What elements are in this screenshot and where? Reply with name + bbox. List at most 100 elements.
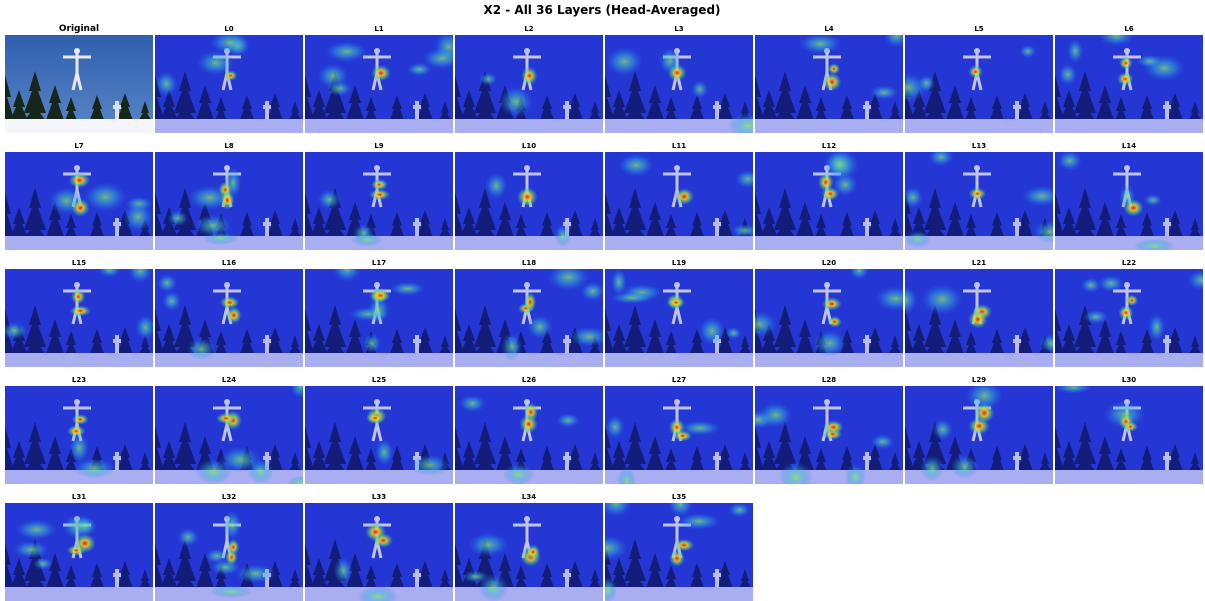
snow bbox=[5, 236, 153, 250]
panel-title: L8 bbox=[224, 142, 233, 150]
panel-title: L24 bbox=[222, 376, 236, 384]
panel: L35 bbox=[586, 490, 753, 601]
hot-spot bbox=[669, 550, 685, 567]
panel: L24 bbox=[155, 374, 311, 489]
panel: L26 bbox=[455, 376, 603, 485]
panel-image bbox=[5, 152, 153, 250]
panel: L32 bbox=[155, 493, 303, 601]
snow bbox=[305, 119, 453, 133]
panel-title: L11 bbox=[672, 142, 686, 150]
hot-spot bbox=[822, 297, 842, 310]
panel-image bbox=[1055, 150, 1203, 254]
panel: L30 bbox=[1054, 376, 1203, 484]
hot-spot bbox=[69, 172, 91, 188]
panel-title: L35 bbox=[672, 493, 686, 501]
hot-spot bbox=[828, 316, 842, 328]
panel-image bbox=[305, 31, 463, 133]
warm-spot bbox=[363, 333, 381, 353]
warm-spot bbox=[849, 261, 869, 280]
panel: L2 bbox=[455, 25, 603, 133]
warm-spot bbox=[618, 153, 654, 177]
panel: L3 bbox=[605, 25, 768, 139]
warm-spot bbox=[74, 516, 97, 535]
panel-title: L23 bbox=[72, 376, 86, 384]
panel-image bbox=[305, 503, 453, 601]
panel: L10 bbox=[455, 142, 603, 250]
warm-spot bbox=[759, 402, 793, 428]
snow bbox=[1055, 236, 1203, 250]
warm-spot bbox=[951, 454, 979, 478]
panel-title: L33 bbox=[372, 493, 386, 501]
panel-image bbox=[305, 386, 453, 484]
warm-spot bbox=[600, 490, 632, 517]
panel-image bbox=[1055, 269, 1205, 367]
hot-spot bbox=[1117, 72, 1133, 86]
figure: X2 - All 36 Layers (Head-Averaged) Origi… bbox=[0, 0, 1205, 601]
panel-image bbox=[905, 380, 1053, 484]
panel-image bbox=[605, 152, 761, 250]
warm-spot bbox=[128, 259, 153, 283]
warm-spot bbox=[503, 463, 535, 485]
warm-spot bbox=[209, 586, 252, 598]
panel-title: L15 bbox=[72, 259, 86, 267]
panel-image bbox=[1055, 25, 1203, 133]
warm-spot bbox=[196, 459, 232, 485]
hot-spot bbox=[371, 288, 391, 302]
panel: L7 bbox=[5, 142, 153, 250]
snow bbox=[755, 470, 903, 484]
warm-spot bbox=[928, 148, 954, 167]
snow bbox=[155, 119, 303, 133]
panel: L25 bbox=[305, 376, 453, 484]
hot-spot bbox=[70, 305, 91, 316]
snow bbox=[1055, 470, 1203, 484]
snow bbox=[455, 119, 603, 133]
warm-spot bbox=[918, 75, 935, 93]
snow bbox=[605, 587, 753, 601]
panel: L0 bbox=[155, 25, 303, 133]
panel-image bbox=[1, 259, 155, 367]
panel-image bbox=[755, 149, 903, 250]
panel-title: L26 bbox=[522, 376, 536, 384]
warm-spot bbox=[167, 210, 188, 226]
panel-title: L16 bbox=[222, 259, 236, 267]
panel: L16 bbox=[155, 259, 303, 367]
panel-image bbox=[5, 503, 153, 601]
warm-spot bbox=[177, 528, 198, 547]
warm-spot bbox=[845, 464, 866, 491]
panel: L12 bbox=[755, 142, 903, 250]
warm-spot bbox=[235, 564, 277, 583]
hot-spot bbox=[968, 65, 982, 78]
panel: L18 bbox=[455, 259, 609, 367]
warm-spot bbox=[33, 557, 53, 570]
panel: L13 bbox=[903, 142, 1067, 250]
panel-image bbox=[305, 256, 453, 367]
panel-image bbox=[1054, 381, 1203, 484]
hot-spot bbox=[674, 188, 694, 205]
warm-spot bbox=[98, 263, 121, 277]
hot-spot bbox=[1123, 199, 1143, 217]
snow bbox=[1055, 353, 1203, 367]
snow bbox=[455, 587, 603, 601]
panel: Original bbox=[5, 24, 153, 133]
hot-spot bbox=[526, 544, 540, 559]
warm-spot bbox=[1057, 150, 1082, 171]
warm-spot bbox=[1067, 39, 1083, 63]
warm-spot bbox=[698, 317, 725, 346]
warm-spot bbox=[1019, 45, 1036, 59]
hot-spot bbox=[1118, 305, 1133, 320]
panel-title: L32 bbox=[222, 493, 236, 501]
panel-title: L9 bbox=[374, 142, 383, 150]
warm-spot bbox=[223, 510, 242, 539]
panel-image bbox=[455, 386, 603, 485]
warm-spot bbox=[157, 274, 177, 293]
warm-spot bbox=[1144, 194, 1163, 206]
panel: L34 bbox=[455, 493, 603, 601]
snow bbox=[1055, 119, 1203, 133]
hot-spot bbox=[366, 413, 384, 424]
warm-spot bbox=[1098, 275, 1124, 292]
warm-spot bbox=[1, 322, 27, 340]
panel-title: L18 bbox=[522, 259, 536, 267]
panel: L1 bbox=[305, 25, 463, 133]
warm-spot bbox=[318, 189, 341, 209]
hot-spot bbox=[71, 199, 89, 217]
